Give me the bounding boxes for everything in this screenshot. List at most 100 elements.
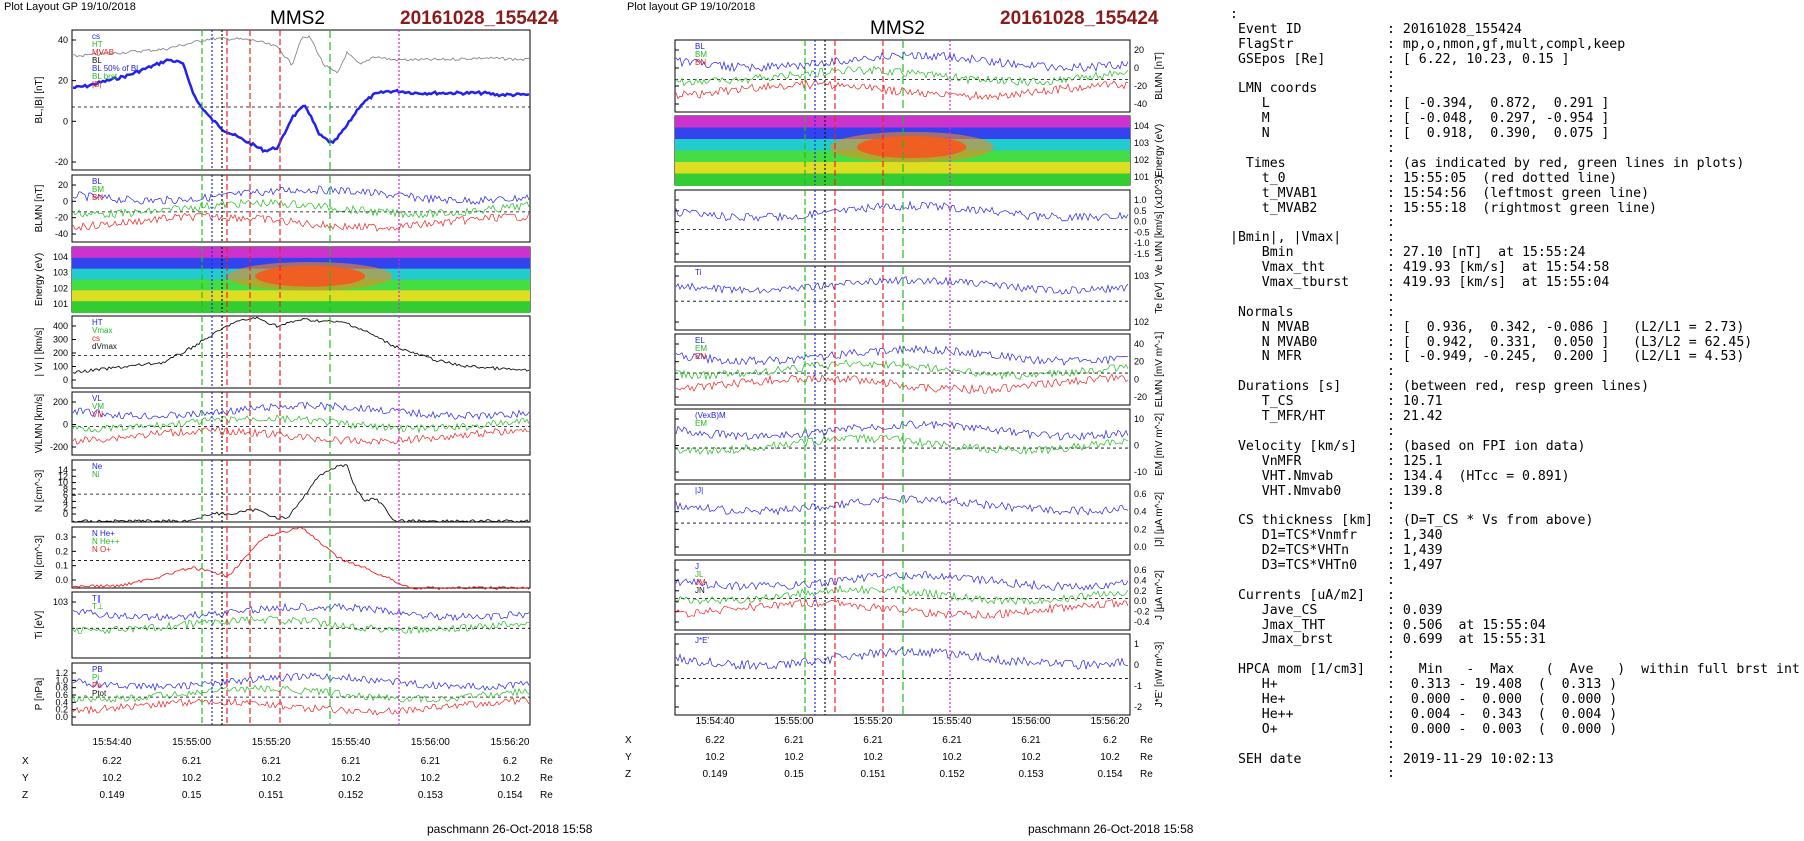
legend-entry: |B| bbox=[92, 80, 102, 89]
mid-page-title: MMS2 bbox=[870, 18, 925, 39]
spectrogram-halo bbox=[227, 261, 393, 291]
legend-entry: Pe bbox=[92, 681, 102, 690]
panel-frame bbox=[71, 591, 531, 659]
info-value: : 15:54:56 (leftmost green line) bbox=[1387, 185, 1650, 201]
y-tick-label: 300 bbox=[53, 335, 68, 345]
info-row: SEH date: 2019-11-29 10:02:13 bbox=[1230, 752, 1800, 768]
position-value: 6.21 bbox=[421, 756, 441, 767]
info-label: N bbox=[1230, 126, 1270, 142]
y-axis-label: N [cm^-3] bbox=[34, 470, 45, 513]
y-tick-label: -1 bbox=[1134, 681, 1142, 691]
position-value: 6.2 bbox=[503, 756, 517, 767]
series-line bbox=[675, 373, 1129, 395]
info-value: : (as indicated by red, green lines in p… bbox=[1387, 155, 1745, 171]
info-value: : 20161028_155424 bbox=[1387, 21, 1522, 37]
info-row: : bbox=[1230, 216, 1800, 231]
position-value: 0.151 bbox=[259, 790, 284, 800]
legend-entry: VM bbox=[92, 402, 104, 411]
y-tick-label: 0.2 bbox=[55, 705, 68, 715]
info-row: Jave_CS : 0.039 bbox=[1230, 602, 1800, 619]
info-value: : bbox=[1387, 736, 1395, 752]
info-row: VnMFR: 125.1 bbox=[1230, 454, 1800, 470]
info-row: : bbox=[1230, 767, 1800, 782]
info-label: Jave_CS bbox=[1230, 602, 1318, 618]
y-tick-label: 0.1 bbox=[55, 561, 68, 571]
time-tick-label: 15:55:00 bbox=[172, 737, 211, 748]
info-label: VHT.Nmvab bbox=[1230, 468, 1334, 484]
info-label: Event ID bbox=[1230, 21, 1302, 37]
left-event-id: 20161028_155424 bbox=[400, 8, 559, 29]
time-tick-label: 15:54:40 bbox=[93, 737, 132, 748]
y-tick-label: 101 bbox=[53, 299, 68, 309]
time-tick-label: 15:56:20 bbox=[491, 737, 530, 748]
left-page-header: Plot Layout GP 19/10/2018 bbox=[4, 1, 136, 13]
legend-entry: JM bbox=[695, 578, 706, 587]
position-value: 10.2 bbox=[863, 752, 883, 763]
position-value: 0.152 bbox=[939, 769, 964, 780]
panel-left-8: 103 Ti [eV] T∥T⊥ bbox=[34, 591, 531, 659]
y-tick-label: -1.0 bbox=[1134, 238, 1150, 248]
time-tick-label: 15:55:40 bbox=[933, 716, 972, 727]
info-label bbox=[1230, 365, 1387, 380]
info-value: : bbox=[1387, 81, 1395, 97]
info-row: : bbox=[1230, 290, 1800, 306]
y-tick-label: 100 bbox=[53, 362, 68, 372]
info-row: LMN coords: bbox=[1230, 82, 1800, 97]
position-value: 0.154 bbox=[1097, 769, 1122, 780]
y-tick-label: -20 bbox=[1134, 392, 1147, 402]
info-value: : 134.4 (HTcc = 0.891) bbox=[1387, 468, 1570, 484]
y-tick-label: 200 bbox=[53, 348, 68, 358]
info-row: Jmax_brst: 0.699 at 15:55:31 bbox=[1230, 633, 1800, 648]
y-axis-label: Ve LMN [km/s] (x10^3) bbox=[1154, 176, 1165, 277]
legend-entry: Pi bbox=[92, 673, 99, 682]
y-tick-label: 0.0 bbox=[55, 575, 68, 585]
info-label: Vmax_tht bbox=[1230, 260, 1326, 276]
info-row: T_MFR/HT: 21.42 bbox=[1230, 409, 1800, 425]
panel-frame bbox=[71, 459, 531, 523]
series-line bbox=[72, 401, 530, 421]
info-value: : 1,439 bbox=[1387, 543, 1443, 559]
info-value: : 1,340 bbox=[1387, 528, 1443, 544]
legend-entry: BL brst bbox=[92, 72, 118, 81]
series-line bbox=[675, 584, 1129, 606]
info-label: N MVAB bbox=[1230, 319, 1310, 335]
position-value: 10.2 bbox=[500, 773, 520, 784]
position-unit: Re bbox=[1140, 769, 1153, 780]
info-row: t_MVAB2: 15:55:18 (rightmost green line) bbox=[1230, 201, 1800, 217]
position-value: 0.15 bbox=[182, 790, 202, 800]
info-row: : bbox=[1230, 424, 1800, 440]
y-tick-label: 6 bbox=[63, 490, 68, 500]
y-tick-label: 400 bbox=[53, 321, 68, 331]
y-tick-label: -40 bbox=[55, 229, 68, 239]
series-bl-brst bbox=[73, 58, 530, 154]
info-value: : Min - Max ( Ave ) within full brst int bbox=[1387, 662, 1800, 678]
info-row: N MVAB: [ 0.936, 0.342, -0.086 ] (L2/L1 … bbox=[1230, 319, 1800, 336]
legend-entry: Ti bbox=[695, 268, 702, 277]
legend-entry: Vmax bbox=[92, 326, 112, 335]
info-row: D2=TCS*VHTn: 1,439 bbox=[1230, 543, 1800, 559]
y-tick-label: 20 bbox=[1134, 45, 1144, 55]
series-line bbox=[675, 433, 1129, 456]
info-label: HPCA mom [1/cm3] bbox=[1230, 662, 1365, 678]
y-tick-label: 0 bbox=[63, 116, 68, 126]
info-row: VHT.Nmvab0: 139.8 bbox=[1230, 484, 1800, 500]
event-info-text: : Event ID: 20161028_155424 FlagStr: mp,… bbox=[1230, 7, 1800, 782]
time-tick-label: 15:55:20 bbox=[252, 737, 291, 748]
y-axis-label: J*E' [nW m^-3] bbox=[1154, 642, 1165, 708]
series--b- bbox=[73, 35, 530, 74]
legend-entry: |J| bbox=[695, 486, 703, 495]
info-label: N MFR bbox=[1230, 349, 1302, 365]
spectrogram-band bbox=[72, 301, 530, 313]
legend-entry: EM bbox=[695, 344, 707, 353]
legend-entry: PB bbox=[92, 665, 103, 674]
info-value: : 0.039 bbox=[1387, 602, 1443, 618]
position-unit: Re bbox=[540, 756, 553, 767]
position-unit: Re bbox=[540, 790, 553, 800]
position-value: 10.2 bbox=[421, 773, 441, 784]
y-tick-label: 20 bbox=[58, 76, 68, 86]
info-row: N: [ 0.918, 0.390, 0.075 ] bbox=[1230, 126, 1800, 142]
legend-entry: cs bbox=[92, 334, 100, 343]
info-label: CS thickness [km] bbox=[1230, 513, 1373, 529]
